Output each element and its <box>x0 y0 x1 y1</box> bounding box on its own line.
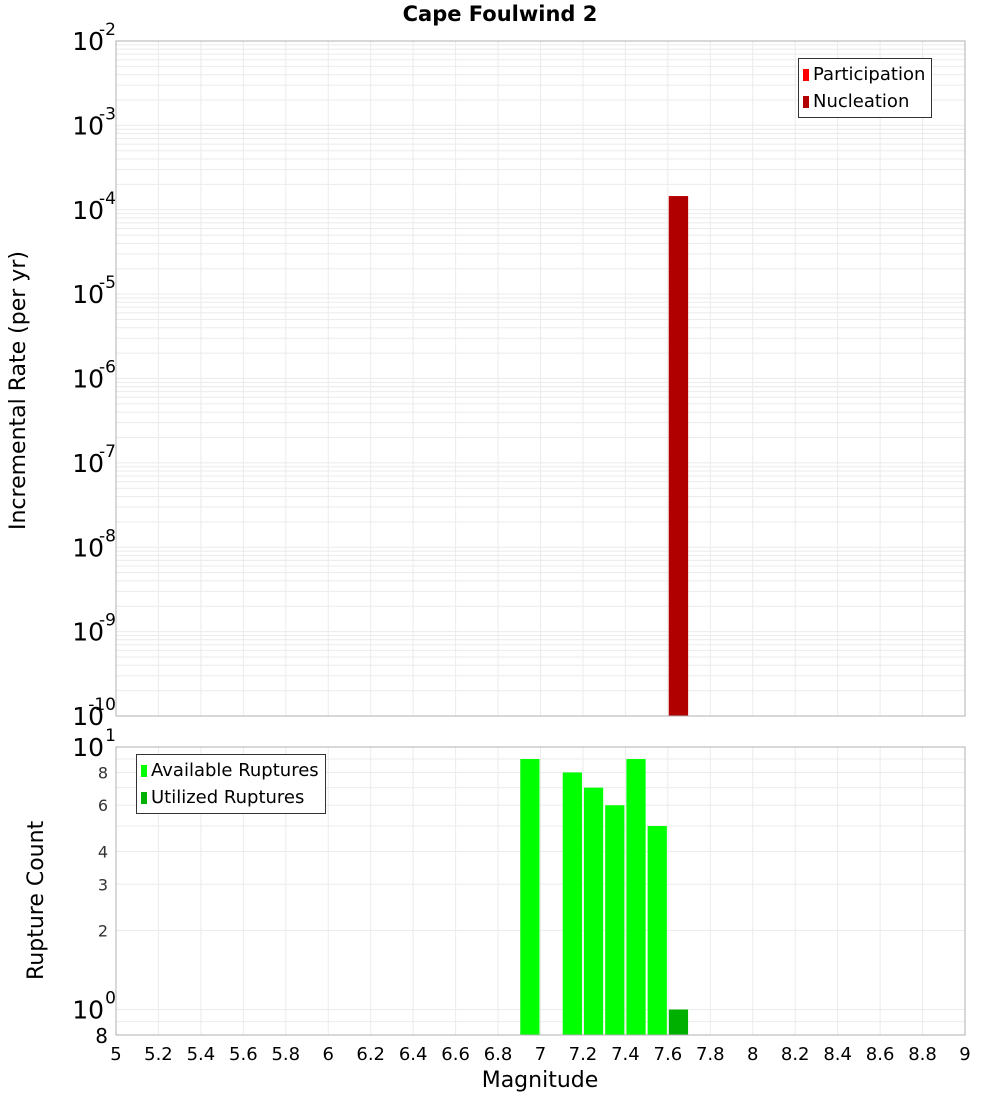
svg-text:5.2: 5.2 <box>144 1044 173 1065</box>
bar-available-ruptures <box>562 772 582 1035</box>
svg-text:-2: -2 <box>99 20 116 40</box>
svg-text:8.8: 8.8 <box>908 1044 937 1065</box>
svg-text:10: 10 <box>72 111 104 140</box>
x-axis-label: Magnitude <box>481 1068 599 1093</box>
chart-title: Cape Foulwind 2 <box>402 2 598 26</box>
svg-text:8.6: 8.6 <box>866 1044 895 1065</box>
svg-text:0: 0 <box>105 989 116 1009</box>
bar-available-ruptures <box>605 805 625 1035</box>
svg-text:-9: -9 <box>99 611 116 631</box>
svg-text:6.8: 6.8 <box>484 1044 513 1065</box>
svg-text:6.4: 6.4 <box>399 1044 428 1065</box>
svg-text:6.6: 6.6 <box>441 1044 470 1065</box>
bar-available-ruptures <box>520 759 540 1035</box>
svg-text:1: 1 <box>105 726 116 746</box>
legend-item-participation: Participation <box>803 61 925 88</box>
bar-available-ruptures <box>626 759 646 1035</box>
nucleation-swatch-icon <box>803 96 809 108</box>
bar-utilized-ruptures <box>668 1009 689 1035</box>
svg-text:10: 10 <box>72 449 104 478</box>
svg-text:9: 9 <box>959 1044 970 1065</box>
svg-text:5.6: 5.6 <box>229 1044 258 1065</box>
svg-text:8.4: 8.4 <box>823 1044 852 1065</box>
svg-text:7.2: 7.2 <box>569 1044 598 1065</box>
bar-nucleation <box>668 196 689 716</box>
svg-text:7: 7 <box>535 1044 546 1065</box>
top-legend: Participation Nucleation <box>798 58 933 118</box>
svg-text:8.2: 8.2 <box>781 1044 810 1065</box>
legend-item-available: Available Ruptures <box>141 757 319 784</box>
legend-label: Available Ruptures <box>151 760 319 781</box>
bar-available-ruptures <box>583 787 604 1035</box>
svg-text:7.4: 7.4 <box>611 1044 640 1065</box>
svg-text:4: 4 <box>98 842 108 861</box>
svg-text:3: 3 <box>98 875 108 894</box>
svg-text:5.4: 5.4 <box>187 1044 216 1065</box>
svg-text:-10: -10 <box>88 695 116 715</box>
svg-text:-3: -3 <box>99 104 116 124</box>
legend-label: Nucleation <box>813 91 910 112</box>
svg-text:-4: -4 <box>99 189 116 209</box>
svg-text:8: 8 <box>95 1024 108 1048</box>
svg-text:2: 2 <box>98 922 108 941</box>
legend-item-utilized: Utilized Ruptures <box>141 784 319 811</box>
svg-text:-7: -7 <box>99 442 116 462</box>
svg-text:-6: -6 <box>99 358 116 378</box>
legend-item-nucleation: Nucleation <box>803 88 925 115</box>
svg-text:10: 10 <box>72 280 104 309</box>
svg-text:7.8: 7.8 <box>696 1044 725 1065</box>
legend-label: Participation <box>813 64 926 85</box>
participation-swatch-icon <box>803 69 809 81</box>
svg-text:-8: -8 <box>99 526 116 546</box>
svg-text:10: 10 <box>72 733 104 762</box>
svg-text:10: 10 <box>72 533 104 562</box>
utilized-swatch-icon <box>141 792 147 804</box>
svg-text:8: 8 <box>98 763 108 782</box>
svg-text:8: 8 <box>747 1044 758 1065</box>
bar-available-ruptures <box>647 826 667 1035</box>
svg-text:7.6: 7.6 <box>654 1044 683 1065</box>
svg-text:10: 10 <box>72 365 104 394</box>
svg-text:10: 10 <box>72 702 104 731</box>
bottom-y-axis-label: Rupture Count <box>24 820 49 980</box>
svg-text:10: 10 <box>72 27 104 56</box>
svg-text:5.8: 5.8 <box>271 1044 300 1065</box>
available-swatch-icon <box>141 765 147 777</box>
legend-label: Utilized Ruptures <box>151 787 305 808</box>
svg-text:-5: -5 <box>99 273 116 293</box>
svg-text:6.2: 6.2 <box>356 1044 385 1065</box>
svg-text:6: 6 <box>323 1044 334 1065</box>
svg-text:10: 10 <box>72 618 104 647</box>
bottom-legend: Available Ruptures Utilized Ruptures <box>136 754 326 814</box>
svg-text:10: 10 <box>72 196 104 225</box>
top-y-axis-label: Incremental Rate (per yr) <box>6 251 31 530</box>
svg-text:6: 6 <box>98 796 108 815</box>
svg-text:5: 5 <box>110 1044 121 1065</box>
top-plot: 10-210-310-410-510-610-710-810-910-10 <box>72 20 966 731</box>
svg-text:10: 10 <box>72 996 104 1025</box>
